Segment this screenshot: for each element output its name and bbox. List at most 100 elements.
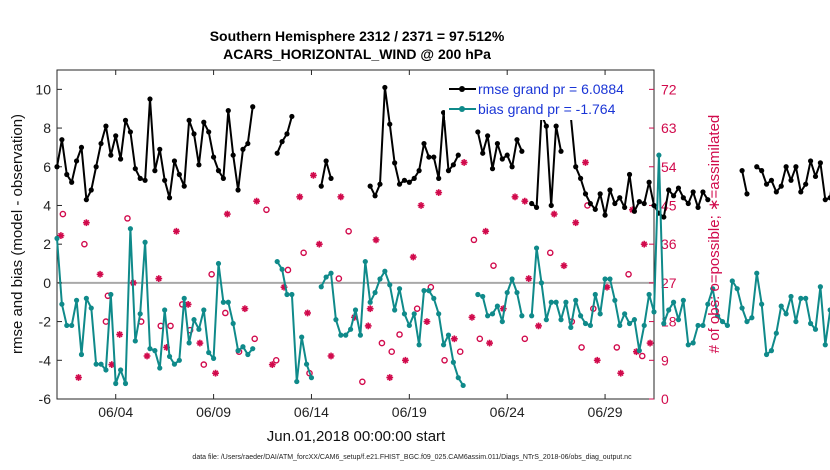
bias-point (656, 152, 662, 158)
rmse-point (401, 177, 408, 183)
rmse-point (485, 133, 491, 139)
rmse-point (396, 181, 403, 187)
rmse-point (436, 175, 442, 181)
bias-point (666, 307, 672, 313)
rmse-point (773, 189, 779, 195)
bias-point (98, 361, 104, 367)
rmse-point (494, 140, 501, 147)
obs-assimilated-marker (525, 275, 533, 282)
bias-point (225, 299, 231, 305)
bias-point (289, 291, 295, 298)
x-tick-label: 06/29 (588, 404, 623, 420)
rmse-point (69, 179, 75, 185)
bias-point (308, 375, 315, 381)
obs-possible-marker (476, 335, 484, 343)
rmse-point (132, 166, 138, 172)
rmse-point (817, 160, 823, 166)
bias-point (514, 289, 520, 296)
obs-possible-marker (167, 322, 174, 330)
bias-point (137, 311, 143, 317)
bias-point (798, 295, 804, 301)
bias-point (685, 342, 691, 348)
bias-point (754, 270, 760, 276)
rmse-point (509, 164, 515, 170)
rmse-point (739, 168, 745, 174)
bias-point (235, 348, 241, 354)
rmse-point (641, 200, 647, 207)
legend-bias-label: bias grand pr = -1.764 (478, 101, 616, 117)
x-axis-label: Jun.01,2018 00:00:00 start (267, 428, 446, 445)
legend: rmse grand pr = 6.0884 bias grand pr = -… (445, 78, 645, 120)
rmse-point (788, 177, 794, 183)
rmse-point (250, 104, 256, 110)
rmse-line-segment (741, 170, 748, 195)
rmse-point (127, 129, 134, 135)
rmse-point (113, 133, 119, 139)
bias-point (719, 318, 726, 325)
obs-possible-marker (613, 344, 621, 351)
obs-assimilated-marker (96, 270, 104, 278)
bias-point (700, 322, 706, 329)
rmse-point (533, 204, 540, 211)
rmse-point (406, 179, 412, 185)
obs-assimilated-marker (268, 361, 276, 368)
bias-point (230, 320, 236, 327)
bias-point (318, 284, 324, 290)
legend-rmse-marker (459, 86, 465, 92)
x-tick-label: 06/04 (98, 404, 133, 420)
bias-point (822, 342, 828, 348)
rmse-point (807, 158, 814, 164)
y-left-tick-label: 0 (43, 275, 51, 291)
y-right-tick-label: 72 (661, 81, 677, 97)
rmse-point (480, 150, 486, 156)
rmse-point (54, 164, 60, 170)
x-axis-ticks: 06/04 06/09 06/14 06/19 06/24 06/29 (98, 70, 623, 420)
bias-point (122, 380, 129, 387)
rmse-point (475, 129, 481, 135)
obs-assimilated-marker (241, 305, 249, 313)
rmse-point (103, 123, 109, 129)
bias-point (489, 311, 496, 317)
rmse-point (289, 113, 295, 120)
obs-possible-marker (546, 249, 554, 257)
rmse-point (636, 199, 642, 205)
y-left-tick-label: 6 (43, 159, 51, 175)
bias-point (372, 289, 378, 296)
rmse-point (529, 200, 535, 207)
rmse-point (284, 131, 290, 137)
rmse-line-segment (476, 131, 523, 170)
bias-point (406, 322, 412, 329)
obs-assimilated-marker (550, 210, 558, 218)
bias-point (543, 317, 549, 323)
bias-point (744, 318, 750, 325)
rmse-point (612, 200, 618, 207)
bias-point (186, 340, 192, 346)
bias-point (793, 318, 799, 325)
rmse-point (411, 175, 417, 181)
rmse-point (166, 195, 173, 201)
bias-point (377, 276, 383, 282)
obs-assimilated-marker (364, 322, 372, 330)
rmse-point (98, 140, 104, 147)
rmse-point (763, 181, 770, 187)
bias-point (509, 276, 515, 282)
bias-point (338, 332, 344, 338)
y-left-tick-label: 2 (43, 236, 51, 252)
bias-point (142, 239, 148, 245)
rmse-point (514, 137, 520, 143)
bias-point (675, 317, 682, 323)
bias-point (294, 378, 300, 385)
bias-point (695, 322, 701, 329)
bias-point (475, 291, 481, 298)
bias-point (587, 322, 593, 329)
rmse-point (700, 189, 706, 195)
obs-possible-marker (521, 335, 529, 343)
obs-assimilated-marker (212, 369, 219, 377)
bias-point (739, 305, 745, 311)
bias-point (538, 280, 545, 286)
bias-point (431, 295, 437, 301)
rmse-point (274, 150, 280, 156)
obs-assimilated-marker (409, 253, 417, 261)
bias-point (93, 361, 99, 367)
rmse-point (372, 193, 378, 199)
